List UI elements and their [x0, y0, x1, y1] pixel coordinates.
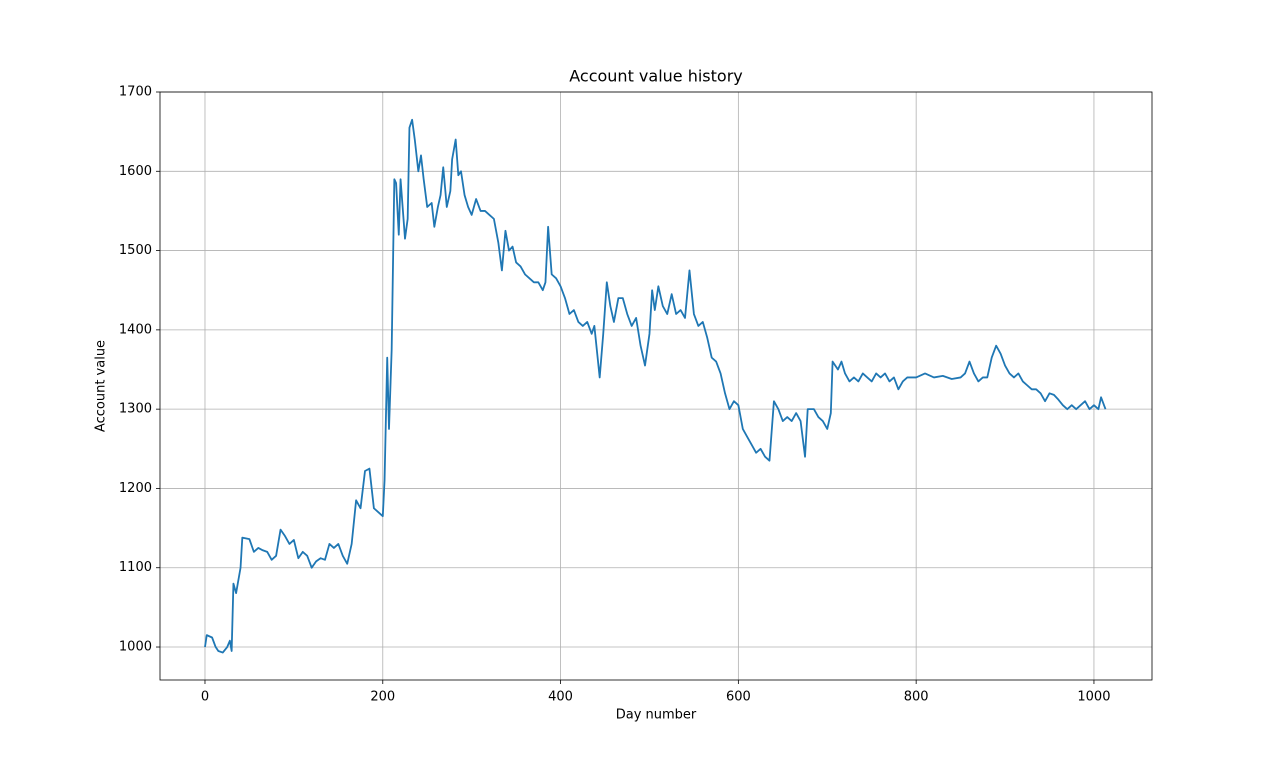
- plot-frame: [159, 91, 1153, 681]
- x-tick-label: 0: [201, 690, 209, 705]
- y-tick-label: 1700: [119, 85, 152, 100]
- x-tick-label: 200: [370, 690, 395, 705]
- x-tick-label: 800: [904, 690, 929, 705]
- y-tick-label: 1000: [119, 640, 152, 655]
- y-tick-label: 1400: [119, 322, 152, 337]
- y-tick-label: 1600: [119, 164, 152, 179]
- y-axis-label: Account value: [94, 340, 109, 432]
- x-axis-label: Day number: [616, 708, 697, 723]
- data-line: [204, 118, 1107, 654]
- chart-title: Account value history: [569, 67, 743, 86]
- y-tick-label: 1500: [119, 243, 152, 258]
- x-tick-label: 1000: [1077, 690, 1110, 705]
- y-tick-label: 1100: [119, 560, 152, 575]
- y-tick-label: 1200: [119, 481, 152, 496]
- x-tick-label: 600: [726, 690, 751, 705]
- y-tick-label: 1300: [119, 402, 152, 417]
- x-tick-label: 400: [548, 690, 573, 705]
